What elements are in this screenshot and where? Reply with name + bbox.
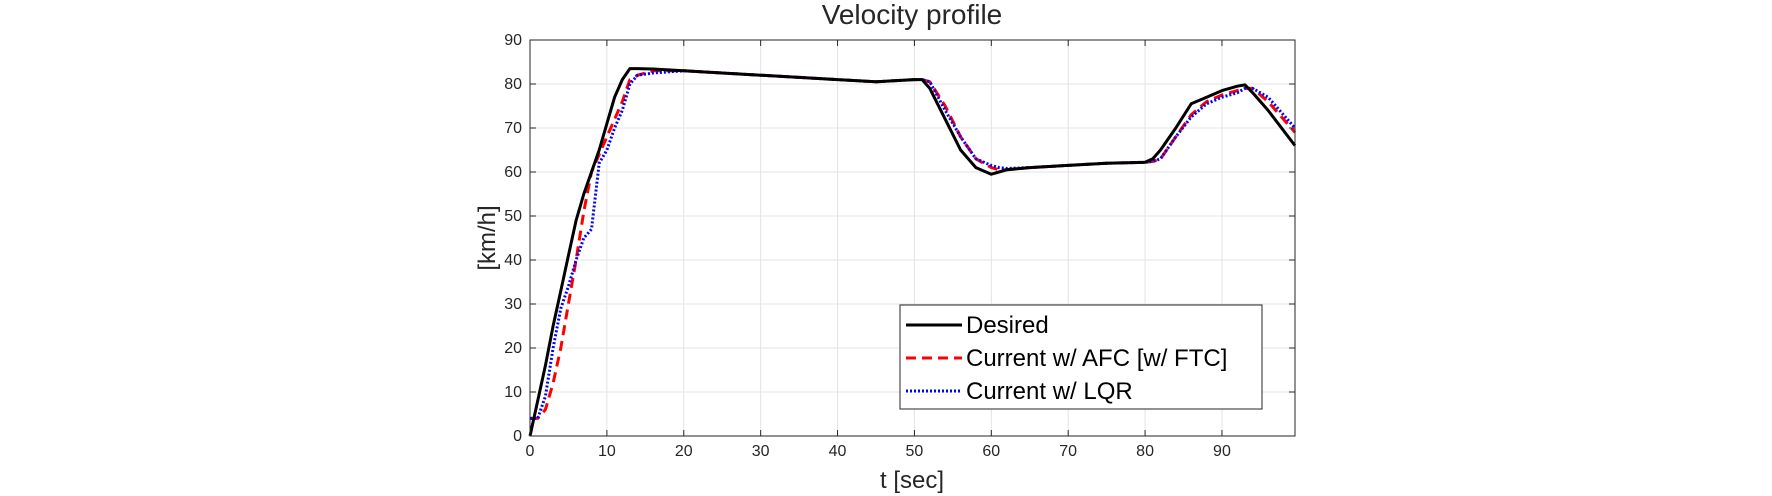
y-axis-label: [km/h] xyxy=(474,205,501,270)
plot-frame xyxy=(529,39,1296,437)
x-tick-label: 40 xyxy=(829,443,847,460)
x-tick-label: 10 xyxy=(598,443,616,460)
legend-label-lqr: Current w/ LQR xyxy=(966,378,1133,405)
y-tick-label: 60 xyxy=(504,164,522,181)
x-tick-label: 0 xyxy=(526,443,535,460)
series-line-0 xyxy=(528,67,1297,437)
y-tick-label: 10 xyxy=(504,384,522,401)
x-tick-label: 90 xyxy=(1213,443,1231,460)
y-tick-label: 80 xyxy=(504,76,522,93)
x-tick-label: 30 xyxy=(752,443,770,460)
y-tick-label: 20 xyxy=(504,340,522,357)
chart-title: Velocity profile xyxy=(822,0,1003,30)
y-tick-label: 0 xyxy=(513,428,522,445)
x-tick-label: 80 xyxy=(1136,443,1154,460)
x-tick-label: 60 xyxy=(982,443,1000,460)
legend-label-afc: Current w/ AFC [w/ FTC] xyxy=(966,345,1227,372)
legend: Desired Current w/ AFC [w/ FTC] Current … xyxy=(899,304,1263,410)
legend-label-desired: Desired xyxy=(966,312,1049,339)
x-axis-label: t [sec] xyxy=(880,467,944,494)
x-tick-label: 70 xyxy=(1059,443,1077,460)
y-tick-label: 40 xyxy=(504,252,522,269)
y-tick-label: 50 xyxy=(504,208,522,225)
series-line-2 xyxy=(530,69,1297,420)
y-tick-label: 70 xyxy=(504,120,522,137)
y-tick-label: 90 xyxy=(504,32,522,49)
x-tick-label: 20 xyxy=(675,443,693,460)
x-tick-label: 50 xyxy=(906,443,924,460)
series-layer xyxy=(528,67,1297,437)
series-line-1 xyxy=(530,69,1297,420)
y-tick-label: 30 xyxy=(504,296,522,313)
